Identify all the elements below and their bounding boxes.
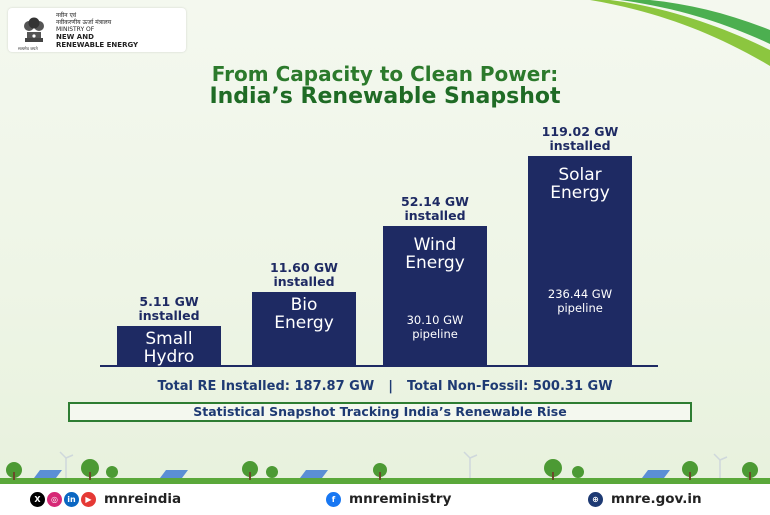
website-group: ⊕ mnre.gov.in (588, 490, 702, 508)
snapshot-tagline: Statistical Snapshot Tracking India’s Re… (68, 402, 692, 422)
title-line-1: From Capacity to Clean Power: (211, 62, 559, 86)
ministry-name-line-2: NEW AND (56, 33, 94, 41)
total-installed: Total RE Installed: 187.87 GW (157, 379, 375, 394)
bar-category-label-1-0: Bio (291, 295, 318, 315)
bar-0 (117, 326, 221, 366)
national-emblem-icon (24, 17, 44, 42)
totals-separator: | (388, 379, 393, 394)
bar-pipeline-label-2-0: 30.10 GW (407, 313, 464, 327)
ministry-name-hindi-1: नवीन एवं (56, 12, 77, 19)
bar-installed-label-1: installed (273, 274, 334, 289)
website-link[interactable]: mnre.gov.in (611, 491, 702, 507)
bar-pipeline-label-3-1: pipeline (557, 301, 603, 315)
social-handle-group-1: X ◎ in ▶ mnreindia (30, 490, 181, 508)
ministry-name-line-1: MINISTRY OF (56, 26, 95, 33)
bar-category-label-1-1: Energy (274, 313, 334, 333)
bar-value-label-2: 52.14 GW (401, 194, 469, 209)
instagram-icon[interactable]: ◎ (47, 491, 62, 507)
linkedin-icon[interactable]: in (64, 491, 79, 507)
totals-line: Total RE Installed: 187.87 GW | Total Non-… (0, 379, 770, 394)
bar-pipeline-label-2-1: pipeline (412, 327, 458, 341)
bar-value-label-0: 5.11 GW (139, 294, 198, 309)
bar-value-label-1: 11.60 GW (270, 260, 338, 275)
x-icon[interactable]: X (30, 491, 45, 507)
bar-category-label-0-1: Hydro (144, 347, 195, 367)
handle-mnreministry[interactable]: mnreministry (349, 491, 452, 507)
bar-1 (252, 292, 356, 366)
bar-3 (528, 156, 632, 366)
facebook-icon[interactable]: f (326, 491, 341, 507)
bar-category-label-3-0: Solar (558, 165, 601, 185)
ministry-name-line-3: RENEWABLE ENERGY (56, 41, 139, 49)
green-swoosh-decoration (590, 0, 770, 66)
bar-2 (383, 226, 487, 366)
bar-category-label-2-1: Energy (405, 253, 465, 273)
title-line-2: India’s Renewable Snapshot (209, 84, 561, 109)
emblem-motto: सत्यमेव जयते (18, 46, 38, 51)
bar-installed-label-2: installed (404, 208, 465, 223)
bar-pipeline-label-3-0: 236.44 GW (548, 287, 612, 301)
bar-installed-label-0: installed (138, 308, 199, 323)
youtube-icon[interactable]: ▶ (81, 491, 96, 507)
bar-installed-label-3: installed (549, 138, 610, 153)
footer-bar: X ◎ in ▶ mnreindia f mnreministry ⊕ mnre… (0, 484, 770, 515)
bar-category-label-2-0: Wind (414, 235, 457, 255)
globe-icon[interactable]: ⊕ (588, 491, 603, 507)
handle-mnreindia[interactable]: mnreindia (104, 491, 182, 507)
ministry-name-hindi-2: नवीकरणीय ऊर्जा मंत्रालय (56, 19, 112, 26)
social-handle-group-2: f mnreministry (326, 490, 451, 508)
bar-category-label-0-0: Small (145, 329, 192, 349)
landscape-decoration (0, 451, 770, 488)
bar-value-label-3: 119.02 GW (542, 124, 619, 139)
ministry-logo: नवीन एवं नवीकरणीय ऊर्जा मंत्रालय MINISTR… (8, 8, 186, 52)
total-non-fossil: Total Non-Fossil: 500.31 GW (406, 379, 613, 394)
bar-category-label-3-1: Energy (550, 183, 610, 203)
